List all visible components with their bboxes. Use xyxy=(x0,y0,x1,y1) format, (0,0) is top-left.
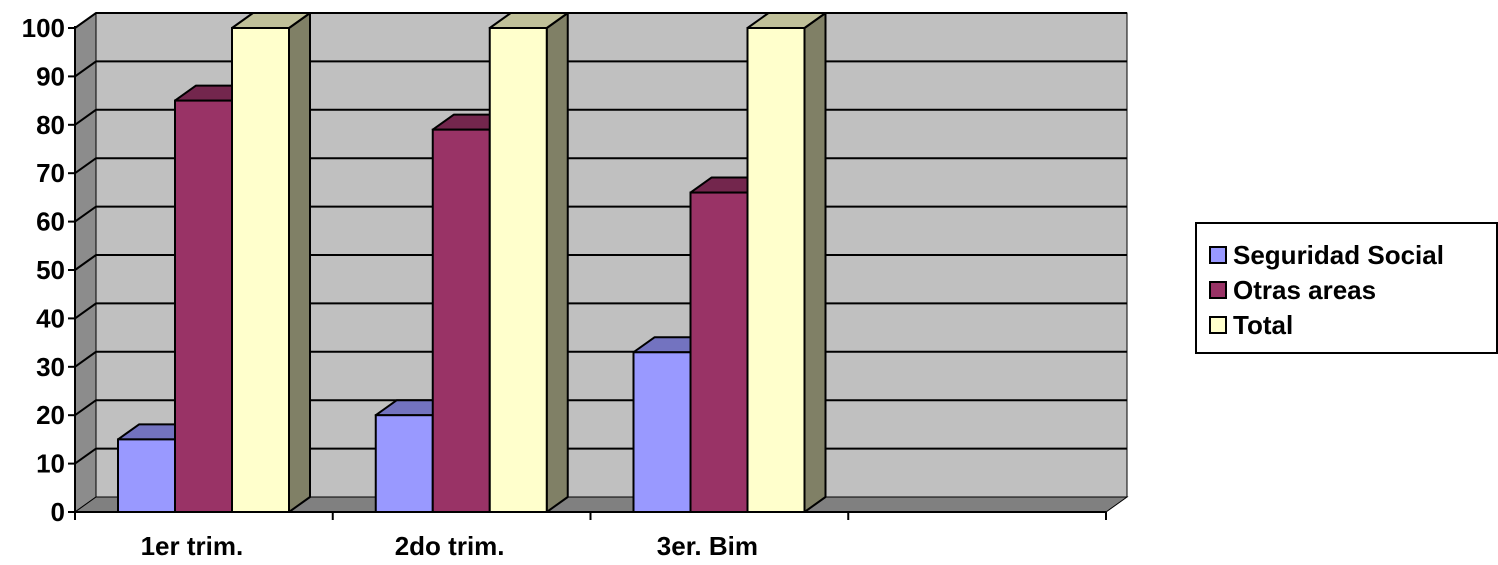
bar xyxy=(374,414,434,514)
bar xyxy=(689,191,749,513)
x-category-label: 3er. Bim xyxy=(657,531,758,561)
legend-item: Seguridad Social xyxy=(1209,238,1444,272)
legend-label: Otras areas xyxy=(1233,274,1377,305)
y-tick-label: 60 xyxy=(36,207,65,237)
x-category-label: 2do trim. xyxy=(395,531,505,561)
bar xyxy=(174,99,233,513)
y-tick-label: 50 xyxy=(36,255,65,285)
y-tick-label: 100 xyxy=(22,13,65,43)
bar xyxy=(117,438,176,513)
y-tick-label: 0 xyxy=(51,497,65,527)
bar xyxy=(231,27,290,513)
y-tick-label: 30 xyxy=(36,352,65,382)
bar xyxy=(431,128,491,513)
y-tick-label: 80 xyxy=(36,110,65,140)
y-tick-label: 70 xyxy=(36,158,65,188)
legend: Seguridad Social Otras areas Total xyxy=(1195,222,1498,354)
bar xyxy=(632,351,692,513)
x-category-label: 1er trim. xyxy=(141,531,244,561)
legend-label: Total xyxy=(1233,309,1294,340)
bar-side xyxy=(803,12,827,513)
legend-swatch xyxy=(1209,246,1227,264)
bar xyxy=(746,27,806,513)
bar xyxy=(488,27,548,513)
y-tick-label: 40 xyxy=(36,303,65,333)
legend-item: Otras areas xyxy=(1209,273,1376,307)
bar-side xyxy=(288,12,311,513)
legend-swatch xyxy=(1209,281,1227,299)
legend-swatch xyxy=(1209,316,1227,334)
y-tick-label: 10 xyxy=(36,449,65,479)
y-tick-label: 20 xyxy=(36,400,65,430)
bar-side xyxy=(545,12,569,513)
legend-label: Seguridad Social xyxy=(1233,239,1444,270)
y-tick-label: 90 xyxy=(36,61,65,91)
legend-item: Total xyxy=(1209,308,1293,342)
